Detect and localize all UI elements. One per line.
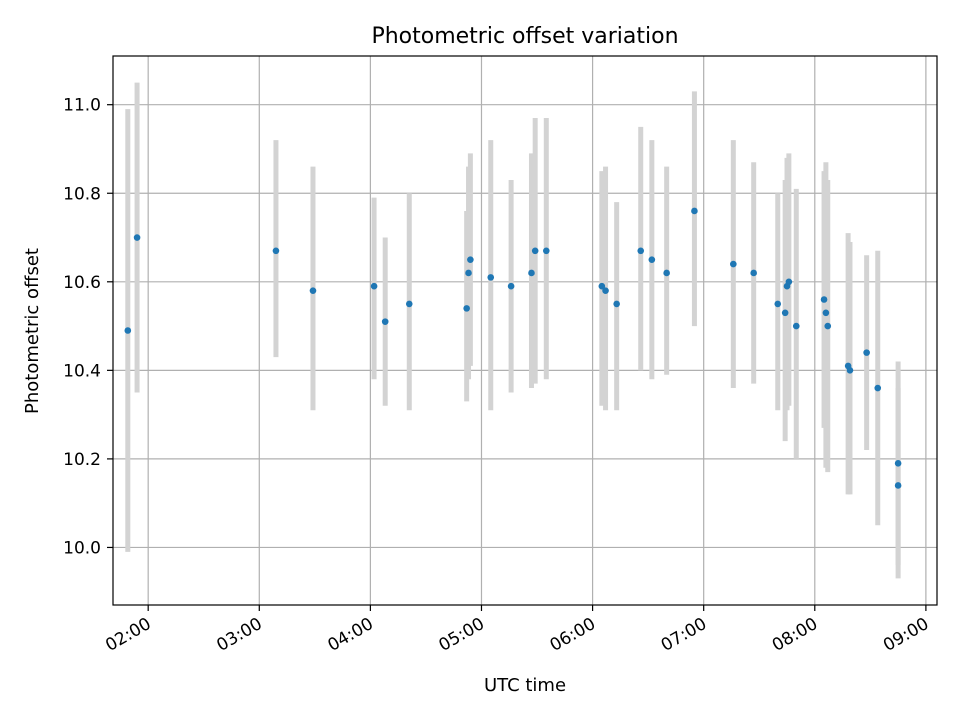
data-point <box>774 300 782 308</box>
data-point <box>507 282 515 290</box>
grid-lines <box>113 56 937 605</box>
chart-title: Photometric offset variation <box>371 24 678 49</box>
plot-frame <box>112 55 938 606</box>
data-point <box>370 282 378 290</box>
y-tick-label: 10.6 <box>63 273 101 293</box>
y-tick-label: 11.0 <box>63 96 101 116</box>
data-point <box>613 300 620 308</box>
data-point <box>894 460 902 467</box>
data-point <box>467 256 474 263</box>
data-point <box>542 247 550 255</box>
data-point <box>750 269 757 277</box>
data-point <box>863 349 870 356</box>
data-point <box>822 309 830 317</box>
y-tick-label: 10.4 <box>63 361 101 381</box>
data-point <box>272 247 280 255</box>
data-point <box>846 367 854 374</box>
data-point <box>663 269 670 277</box>
y-tick-label: 10.8 <box>63 184 101 204</box>
data-point <box>598 282 606 290</box>
data-point <box>781 309 789 317</box>
data-point <box>381 318 389 325</box>
data-point <box>124 327 132 334</box>
data-points <box>124 207 902 489</box>
data-point <box>405 300 413 308</box>
data-point <box>602 287 609 294</box>
data-point <box>465 269 472 277</box>
data-point <box>637 247 645 255</box>
data-point <box>785 278 793 286</box>
y-tick-label: 10.2 <box>63 450 101 470</box>
data-point <box>648 256 656 263</box>
y-axis-label: Photometric offset <box>22 248 43 414</box>
y-tick-label: 10.0 <box>63 538 101 558</box>
data-point <box>824 322 832 330</box>
data-point <box>487 274 495 281</box>
data-point <box>874 384 882 392</box>
data-point <box>894 482 902 489</box>
x-axis-label: UTC time <box>484 675 566 696</box>
data-point <box>730 260 737 268</box>
data-point <box>531 247 539 255</box>
data-point <box>528 269 535 277</box>
data-point <box>463 305 470 312</box>
data-point <box>133 234 141 241</box>
data-point <box>820 296 828 303</box>
data-point <box>792 322 800 330</box>
data-point <box>691 207 698 215</box>
data-point <box>309 287 317 294</box>
